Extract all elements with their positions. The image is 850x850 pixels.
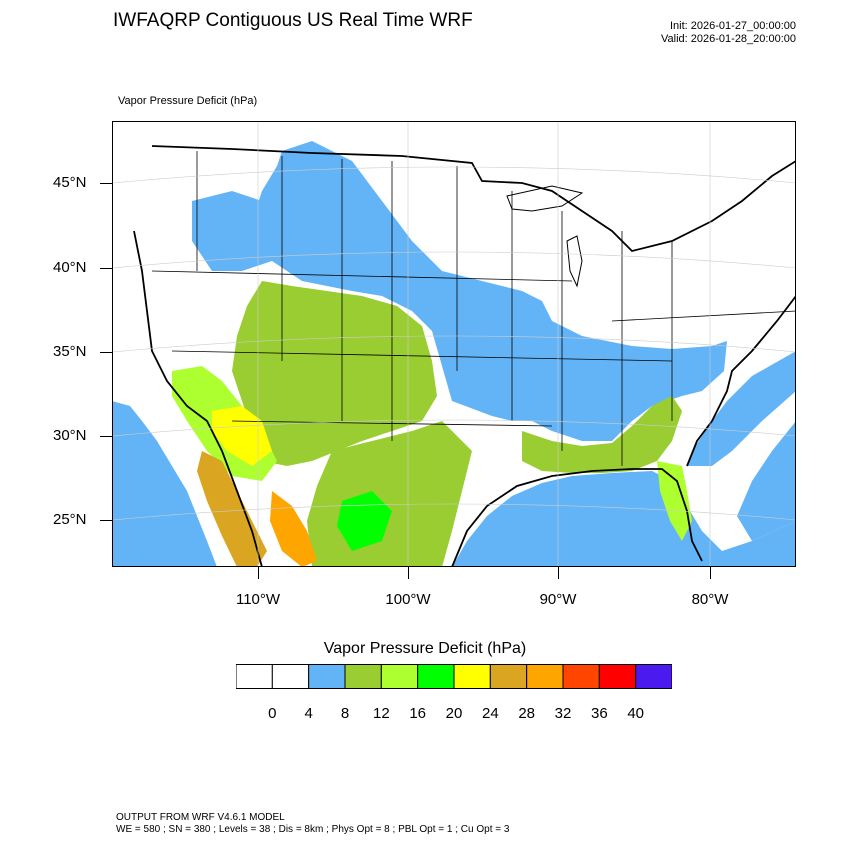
colorbar-swatch — [635, 664, 672, 689]
colorbar-tick-label: 8 — [340, 705, 350, 722]
lat-label-40: 40°N — [53, 259, 87, 276]
graticule — [112, 121, 796, 567]
atlantic-ocean — [687, 351, 796, 466]
atlantic-ocean-south — [737, 421, 796, 541]
vpd-patch-28-32 — [270, 491, 317, 567]
colorbar-tick-label: 4 — [304, 705, 313, 722]
canada-border — [151, 145, 796, 252]
footer-config-line: WE = 580 ; SN = 380 ; Levels = 38 ; Dis … — [116, 824, 510, 835]
colorbar-swatch — [526, 664, 564, 689]
lon-tick-90 — [558, 567, 559, 579]
vpd-band-8-12-west — [232, 281, 437, 466]
lat-label-45: 45°N — [53, 174, 87, 191]
colorbar-tick-label: 32 — [554, 705, 572, 722]
lat-label-25: 25°N — [53, 511, 87, 528]
lon-tick-100 — [408, 567, 409, 579]
pacific-ocean — [112, 401, 217, 567]
lat-tick-40 — [100, 268, 112, 269]
lat-tick-25 — [100, 520, 112, 521]
valid-time: Valid: 2026-01-28_20:00:00 — [661, 33, 796, 45]
colorbar-tick-label: 12 — [372, 705, 390, 722]
colorbar-tick-label: 36 — [590, 705, 608, 722]
lon-tick-110 — [258, 567, 259, 579]
lon-label-110: 110°W — [235, 591, 281, 608]
colorbar-swatch — [380, 664, 419, 689]
colorbar-tick-label: 24 — [481, 705, 499, 722]
lat-tick-35 — [100, 352, 112, 353]
colorbar-swatch — [344, 664, 382, 689]
colorbar-swatch — [598, 664, 637, 689]
state-lines — [151, 151, 796, 466]
vpd-patch-12-16-florida — [657, 461, 692, 541]
vpd-band-4-8 — [252, 141, 727, 441]
coastline — [133, 230, 263, 567]
colorbar-swatch — [489, 664, 528, 689]
legend-title: Vapor Pressure Deficit (hPa) — [323, 640, 527, 657]
colorbar-tick-label: 0 — [268, 705, 277, 722]
colorbar-swatch — [453, 664, 491, 689]
page-title: IWFAQRP Contiguous US Real Time WRF — [113, 10, 473, 31]
footer-model-line: OUTPUT FROM WRF V4.6.1 MODEL — [116, 812, 285, 823]
lat-tick-30 — [100, 436, 112, 437]
lon-tick-80 — [710, 567, 711, 579]
vpd-patch-northwest — [192, 191, 282, 271]
map-panel — [112, 121, 796, 567]
colorbar-tick-label: 40 — [627, 705, 644, 722]
map-field-label: Vapor Pressure Deficit (hPa) — [118, 95, 258, 107]
colorbar — [236, 664, 672, 689]
colorbar-tick-label: 16 — [409, 705, 426, 722]
colorbar-swatch — [562, 664, 600, 689]
map-svg — [112, 121, 796, 567]
lon-label-90: 90°W — [539, 591, 577, 608]
init-time: Init: 2026-01-27_00:00:00 — [670, 20, 796, 32]
map-border — [112, 121, 796, 567]
lat-tick-45 — [100, 183, 112, 184]
vpd-patch-24-28 — [197, 451, 267, 567]
lake-michigan — [566, 235, 583, 288]
colorbar-swatch — [271, 664, 310, 689]
lat-label-30: 30°N — [53, 427, 87, 444]
vpd-band-8-12-southeast — [522, 396, 682, 473]
colorbar-swatch — [417, 664, 455, 689]
vpd-patch-16-20 — [337, 491, 392, 551]
colorbar-tick-label: 28 — [518, 705, 535, 722]
colorbar-swatch — [308, 664, 346, 689]
lat-label-35: 35°N — [53, 343, 87, 360]
lon-label-80: 80°W — [691, 591, 729, 608]
colorbar-swatch — [236, 664, 273, 689]
atlantic-coastline — [686, 295, 796, 467]
lon-label-100: 100°W — [385, 591, 431, 608]
gulf-coastline — [451, 468, 703, 567]
colorbar-tick-label: 20 — [445, 705, 463, 722]
